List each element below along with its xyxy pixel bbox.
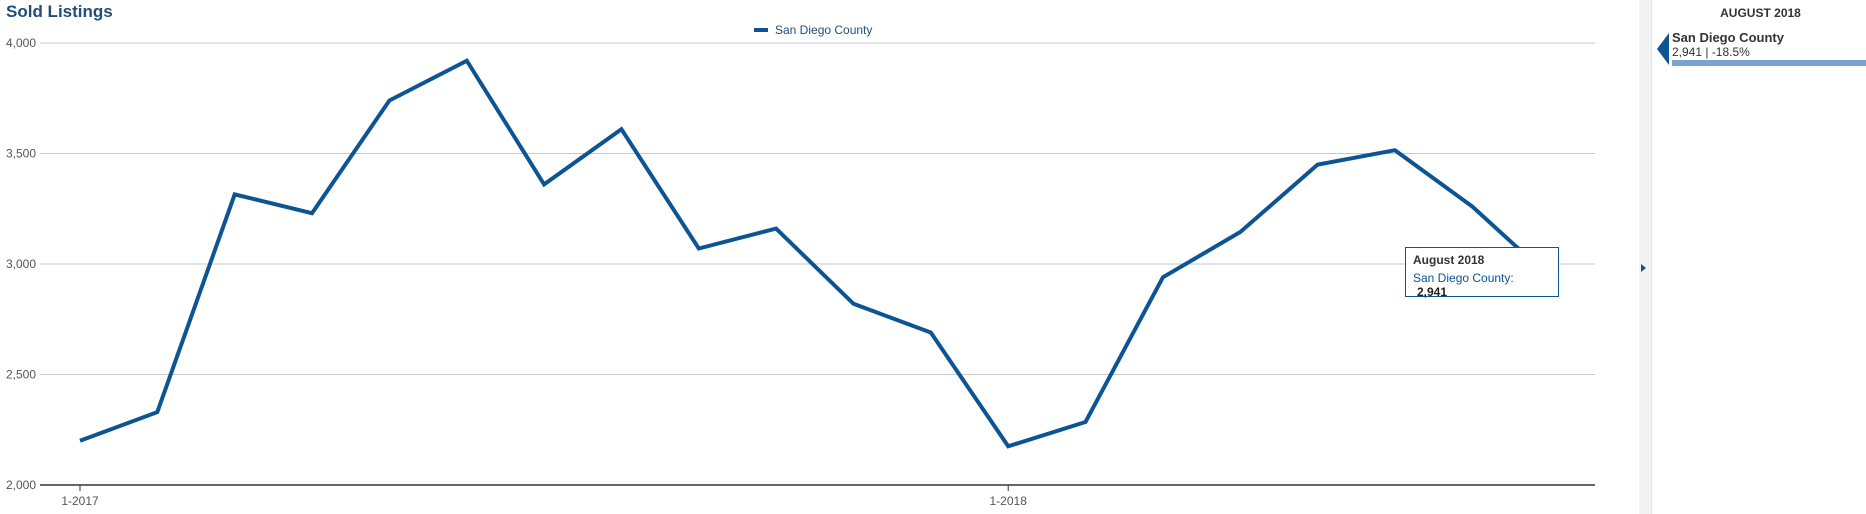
data-point[interactable] xyxy=(227,186,243,202)
y-tick-label: 2,000 xyxy=(6,478,36,492)
y-tick-label: 4,000 xyxy=(6,36,36,50)
data-point[interactable] xyxy=(613,121,629,137)
data-point[interactable] xyxy=(923,325,939,341)
data-point[interactable] xyxy=(72,433,88,449)
grid-lines xyxy=(40,42,1595,375)
pointer-arrow-icon xyxy=(1657,33,1669,65)
side-panel: AUGUST 2018 San Diego County 2,941 | -18… xyxy=(1655,0,1866,514)
data-point[interactable] xyxy=(1310,157,1326,173)
side-panel-stats: 2,941 | -18.5% xyxy=(1672,45,1750,59)
data-point[interactable] xyxy=(846,296,862,312)
data-point[interactable] xyxy=(1387,142,1403,158)
line-chart: 2,000 2,500 3,000 3,500 4,000 1-2017 1-2018 S… xyxy=(6,23,1595,508)
legend-label[interactable]: San Diego County xyxy=(775,23,872,37)
y-tick-label: 3,500 xyxy=(6,147,36,161)
data-point[interactable] xyxy=(1078,414,1094,430)
data-point[interactable] xyxy=(1232,224,1248,240)
y-axis-labels: 2,000 2,500 3,000 3,500 4,000 xyxy=(6,36,36,492)
data-point[interactable] xyxy=(149,404,165,420)
panel-collapse-strip[interactable] xyxy=(1639,0,1652,514)
series-layer xyxy=(72,53,1551,454)
y-tick-label: 3,000 xyxy=(6,257,36,271)
data-point[interactable] xyxy=(381,92,397,108)
tooltip: August 2018 San Diego County: 2,941 xyxy=(1405,247,1559,299)
legend[interactable]: San Diego County xyxy=(754,23,872,37)
side-panel-date: AUGUST 2018 xyxy=(1720,6,1801,20)
side-panel-value-bar xyxy=(1672,60,1866,66)
data-point[interactable] xyxy=(536,176,552,192)
x-tick-label: 1-2017 xyxy=(61,494,99,508)
y-tick-label: 2,500 xyxy=(6,368,36,382)
side-panel-series-name: San Diego County xyxy=(1672,30,1784,45)
data-point[interactable] xyxy=(768,221,784,237)
data-point[interactable] xyxy=(459,53,475,69)
data-point[interactable] xyxy=(1464,199,1480,215)
x-axis-labels: 1-2017 1-2018 xyxy=(61,485,1027,508)
data-point[interactable] xyxy=(1000,438,1016,454)
data-point[interactable] xyxy=(691,241,707,257)
collapse-arrow-icon[interactable] xyxy=(1641,264,1646,272)
chart-title: Sold Listings xyxy=(6,2,113,21)
x-tick-label: 1-2018 xyxy=(990,494,1028,508)
tooltip-series-label: San Diego County: xyxy=(1413,271,1514,285)
data-point[interactable] xyxy=(304,205,320,221)
series-line[interactable] xyxy=(79,58,1551,449)
tooltip-value: 2,941 xyxy=(1417,285,1448,299)
tooltip-title: August 2018 xyxy=(1413,253,1485,267)
data-point[interactable] xyxy=(1155,269,1171,285)
